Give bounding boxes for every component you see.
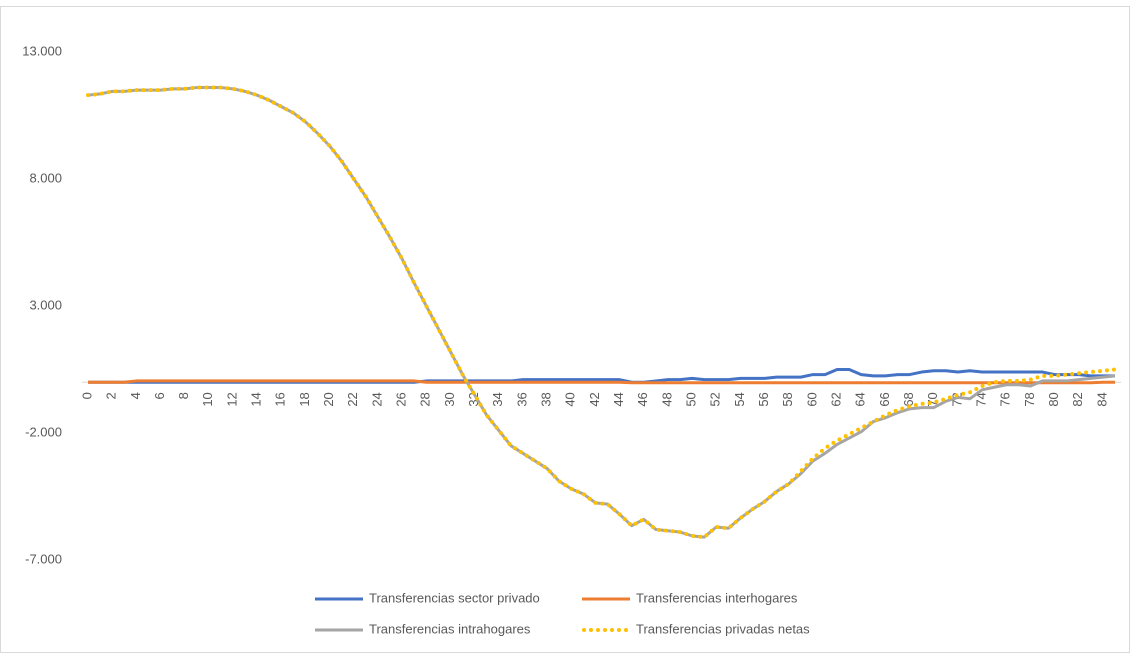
x-tick-label: 10 (200, 392, 215, 406)
series-line (88, 379, 1115, 385)
x-tick-label: 66 (877, 392, 892, 406)
series-line (86, 85, 1117, 540)
series-line (87, 86, 1116, 539)
x-tick-label: 20 (321, 392, 336, 406)
y-tick-label: 13.000 (22, 43, 62, 58)
x-tick-label: 48 (659, 392, 674, 406)
x-tick-label: 6 (152, 392, 167, 399)
x-tick-label: 38 (539, 392, 554, 406)
x-tick-label: 42 (587, 392, 602, 406)
x-tick-label: 80 (1046, 392, 1061, 406)
x-tick-label: 14 (249, 392, 264, 406)
x-tick-label: 18 (297, 392, 312, 406)
x-tick-label: 16 (273, 392, 288, 406)
x-tick-label: 56 (756, 392, 771, 406)
x-tick-label: 22 (345, 392, 360, 406)
x-tick-label: 26 (394, 392, 409, 406)
x-tick-label: 72 (949, 392, 964, 406)
legend-label: Transferencias intrahogares (369, 621, 531, 636)
x-tick-label: 62 (829, 392, 844, 406)
x-tick-label: 82 (1070, 392, 1085, 406)
x-tick-label: 28 (418, 392, 433, 406)
x-tick-label: 74 (974, 392, 989, 406)
x-tick-label: 46 (635, 392, 650, 406)
x-tick-label: 58 (780, 392, 795, 406)
x-tick-label: 68 (901, 392, 916, 406)
x-tick-label: 4 (128, 392, 143, 399)
x-tick-label: 64 (853, 392, 868, 406)
x-tick-label: 30 (442, 392, 457, 406)
x-tick-label: 36 (514, 392, 529, 406)
x-tick-label: 50 (684, 392, 699, 406)
legend-label: Transferencias interhogares (636, 590, 798, 605)
x-tick-label: 8 (176, 392, 191, 399)
x-tick-label: 54 (732, 392, 747, 406)
x-tick-label: 76 (998, 392, 1013, 406)
y-tick-label: -2.000 (25, 424, 62, 439)
x-tick-label: 34 (490, 392, 505, 406)
x-tick-label: 2 (104, 392, 119, 399)
x-tick-label: 84 (1094, 392, 1109, 406)
x-tick-label: 52 (708, 392, 723, 406)
x-tick-label: 44 (611, 392, 626, 406)
x-tick-label: 32 (466, 392, 481, 406)
x-tick-label: 12 (224, 392, 239, 406)
x-tick-label: 0 (79, 392, 94, 399)
y-tick-label: -7.000 (25, 551, 62, 566)
legend-label: Transferencias sector privado (369, 590, 540, 605)
x-tick-label: 24 (369, 392, 384, 406)
x-tick-label: 40 (563, 392, 578, 406)
y-tick-label: 8.000 (29, 170, 62, 185)
legend-label: Transferencias privadas netas (636, 621, 810, 636)
x-tick-label: 60 (804, 392, 819, 406)
y-tick-label: 3.000 (29, 297, 62, 312)
x-tick-label: 78 (1022, 392, 1037, 406)
chart-border (0, 6, 1130, 653)
